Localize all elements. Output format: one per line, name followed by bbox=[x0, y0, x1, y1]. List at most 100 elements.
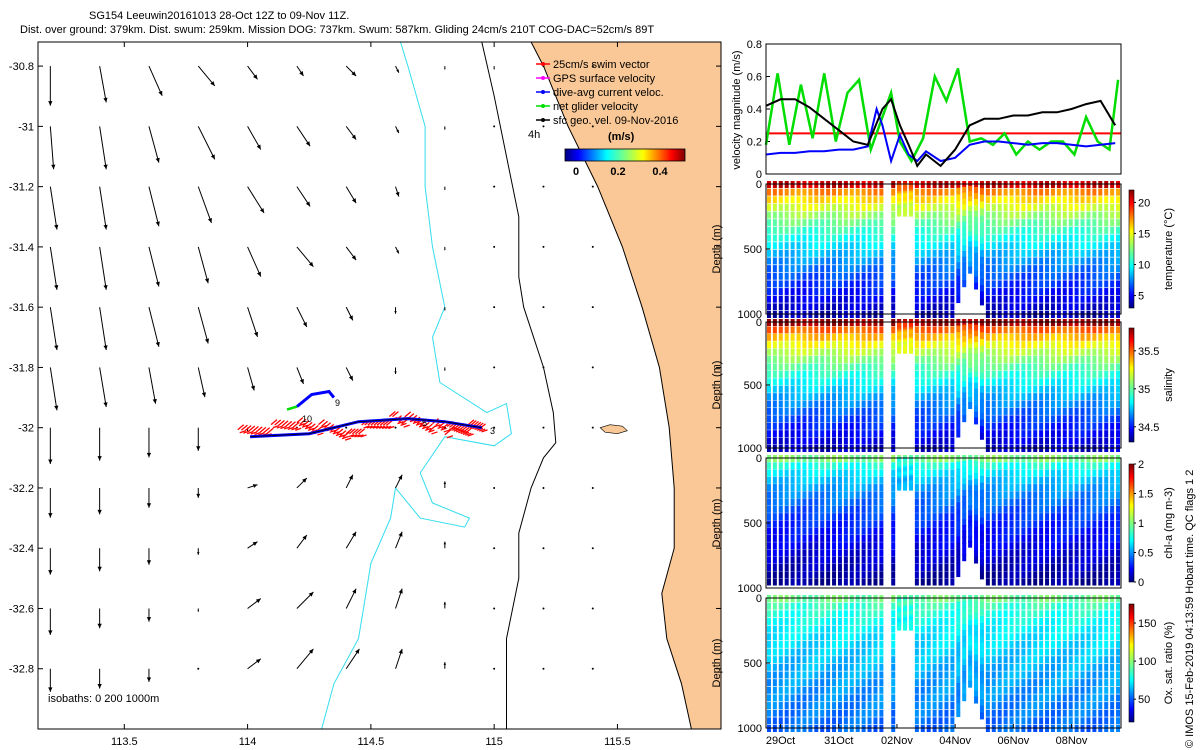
section-sample bbox=[861, 226, 866, 234]
section-sample bbox=[861, 686, 866, 694]
section-sample bbox=[1056, 385, 1061, 393]
section-sample bbox=[849, 556, 854, 564]
section-sample bbox=[914, 640, 919, 648]
section-sample bbox=[832, 226, 837, 234]
section-sample bbox=[938, 288, 943, 296]
section-sample bbox=[944, 484, 949, 492]
section-sample bbox=[1015, 341, 1020, 349]
section-sample bbox=[974, 520, 979, 528]
section-sample bbox=[932, 226, 937, 234]
section-sample bbox=[1098, 520, 1103, 528]
section-sample bbox=[772, 249, 777, 257]
swim-vector bbox=[462, 426, 470, 433]
section-sample bbox=[1092, 257, 1097, 265]
section-sample bbox=[1110, 288, 1115, 296]
section-sample bbox=[1116, 694, 1121, 702]
section-sample bbox=[849, 498, 854, 506]
section-sample bbox=[861, 378, 866, 386]
section-sample bbox=[784, 219, 789, 227]
section-sample bbox=[974, 359, 979, 367]
section-sample bbox=[808, 505, 813, 513]
section-sample bbox=[790, 513, 795, 521]
section-sample bbox=[1062, 257, 1067, 265]
section-sample bbox=[843, 513, 848, 521]
section-sample bbox=[832, 640, 837, 648]
section-sample bbox=[1098, 513, 1103, 521]
section-sample bbox=[802, 385, 807, 393]
section-sample bbox=[1098, 578, 1103, 586]
section-sample bbox=[1039, 633, 1044, 641]
section-sample bbox=[985, 363, 990, 371]
section-sample bbox=[920, 326, 925, 334]
section-sample bbox=[784, 356, 789, 364]
section-sample bbox=[867, 625, 872, 633]
section-sample bbox=[796, 717, 801, 725]
section-sample bbox=[1110, 211, 1115, 219]
section-sample bbox=[997, 633, 1002, 641]
section-sample bbox=[772, 326, 777, 334]
section-sample bbox=[820, 484, 825, 492]
section-sample bbox=[867, 469, 872, 477]
section-sample bbox=[926, 242, 931, 250]
section-sample bbox=[814, 498, 819, 506]
section-sample bbox=[944, 491, 949, 499]
section-sample bbox=[1068, 356, 1073, 364]
section-sample bbox=[814, 709, 819, 717]
section-sample bbox=[784, 242, 789, 250]
section-sample bbox=[784, 625, 789, 633]
section-sample bbox=[796, 702, 801, 710]
section-sample bbox=[778, 348, 783, 356]
section-sample bbox=[826, 378, 831, 386]
velocity-vector bbox=[394, 367, 397, 375]
section-sample bbox=[1045, 694, 1050, 702]
section-sample bbox=[1110, 226, 1115, 234]
section-sample bbox=[914, 656, 919, 664]
section-sample bbox=[920, 709, 925, 717]
section-sample bbox=[891, 534, 896, 542]
velocity-vector bbox=[296, 306, 308, 328]
section-sample bbox=[1086, 234, 1091, 242]
section-sample bbox=[855, 385, 860, 393]
section-sample bbox=[997, 249, 1002, 257]
section-sample bbox=[938, 491, 943, 499]
section-sample bbox=[985, 563, 990, 571]
section-sample bbox=[808, 385, 813, 393]
section-sample bbox=[1062, 363, 1067, 371]
section-sample bbox=[837, 694, 842, 702]
section-sample bbox=[891, 348, 896, 356]
section-sample bbox=[1045, 656, 1050, 664]
section-sample bbox=[914, 288, 919, 296]
section-sample bbox=[932, 610, 937, 618]
section-sample bbox=[784, 288, 789, 296]
section-sample bbox=[968, 485, 973, 493]
velocity-vector-head bbox=[103, 224, 108, 230]
section-sample bbox=[849, 203, 854, 211]
section-sample bbox=[956, 391, 961, 399]
section-sample bbox=[849, 484, 854, 492]
section-sample bbox=[1092, 694, 1097, 702]
section-sample bbox=[1050, 249, 1055, 257]
section-sample bbox=[1080, 234, 1085, 242]
section-sample bbox=[1062, 469, 1067, 477]
section-sample bbox=[790, 288, 795, 296]
section-sample bbox=[968, 675, 973, 683]
velocity-vector bbox=[148, 186, 160, 227]
section-sample bbox=[849, 694, 854, 702]
swim-vector bbox=[358, 428, 365, 435]
section-sample bbox=[814, 211, 819, 219]
velocity-vector bbox=[591, 486, 594, 489]
section-sample bbox=[867, 219, 872, 227]
section-sample bbox=[849, 542, 854, 550]
section-sample bbox=[1116, 498, 1121, 506]
section-sample bbox=[814, 295, 819, 303]
section-sample bbox=[956, 461, 961, 469]
section-sample bbox=[1015, 400, 1020, 408]
section-sample bbox=[814, 234, 819, 242]
section-sample bbox=[778, 656, 783, 664]
velocity-vector-head bbox=[305, 141, 311, 147]
map-ytick-label: -32.8 bbox=[9, 664, 34, 676]
section-sample bbox=[855, 549, 860, 557]
section-sample bbox=[1021, 203, 1026, 211]
velocity-vector-head bbox=[398, 648, 403, 654]
section-sample bbox=[1033, 415, 1038, 423]
